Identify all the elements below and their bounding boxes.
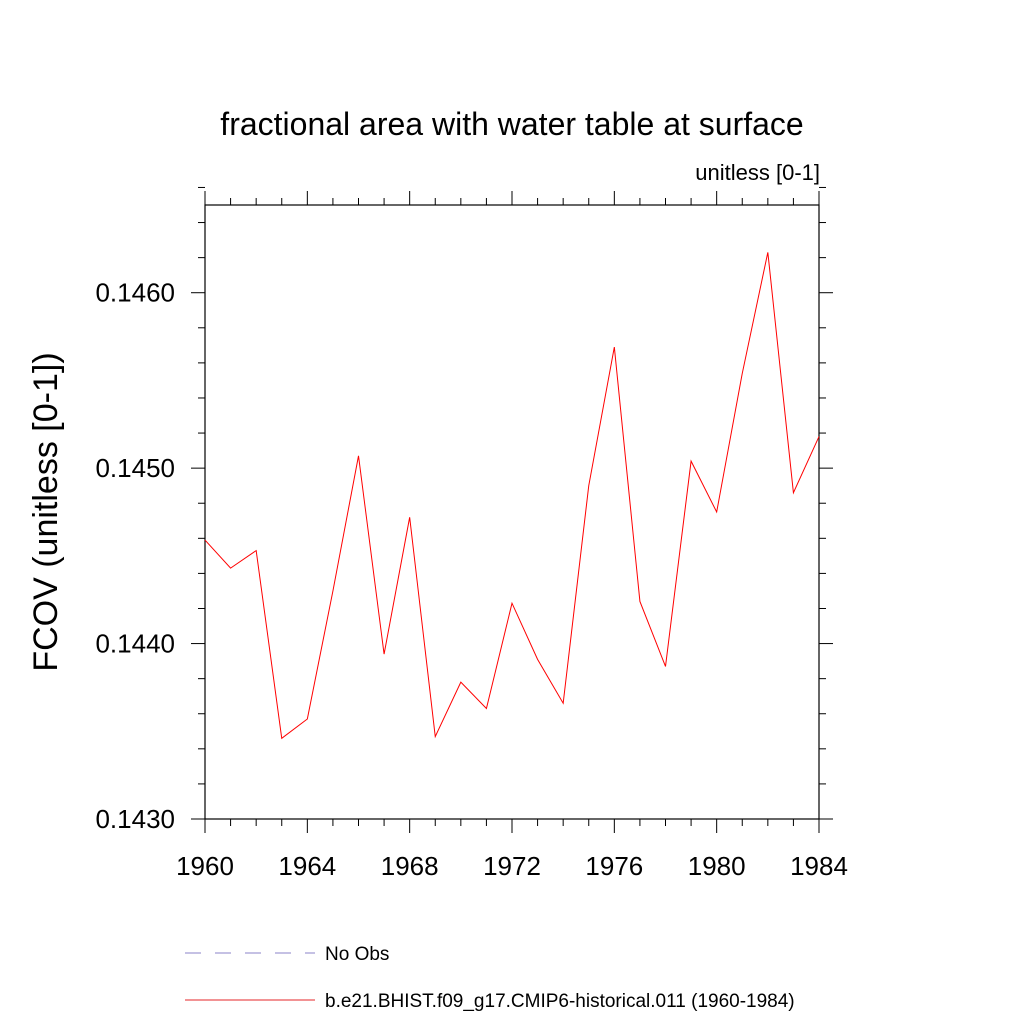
x-tick-label: 1980 [688,851,746,881]
x-tick-label: 1972 [483,851,541,881]
chart-title: fractional area with water table at surf… [220,106,803,142]
chart-subtitle: unitless [0-1] [695,160,820,185]
x-tick-label: 1976 [585,851,643,881]
legend-label-no-obs: No Obs [325,944,389,965]
y-tick-label: 0.1450 [95,453,175,483]
series-layer [204,252,820,740]
series-line-model [204,252,820,740]
x-tick-label: 1964 [278,851,336,881]
legend-label-model: b.e21.BHIST.f09_g17.CMIP6-historical.011… [325,991,795,1012]
y-tick-label: 0.1440 [95,629,175,659]
y-axis-label: FCOV (unitless [0-1]) [27,352,65,671]
x-tick-label: 1984 [790,851,848,881]
y-tick-label: 0.1460 [95,278,175,308]
x-tick-label: 1968 [381,851,439,881]
y-tick-label: 0.1430 [95,804,175,834]
tick-labels: 1960 1964 1968 1972 1976 1980 1984 0.1430 0.1440… [95,278,847,881]
axis-ticks [191,186,833,833]
x-tick-label: 1960 [176,851,234,881]
legend: No Obs b.e21.BHIST.f09_g17.CMIP6-histori… [185,944,795,1012]
